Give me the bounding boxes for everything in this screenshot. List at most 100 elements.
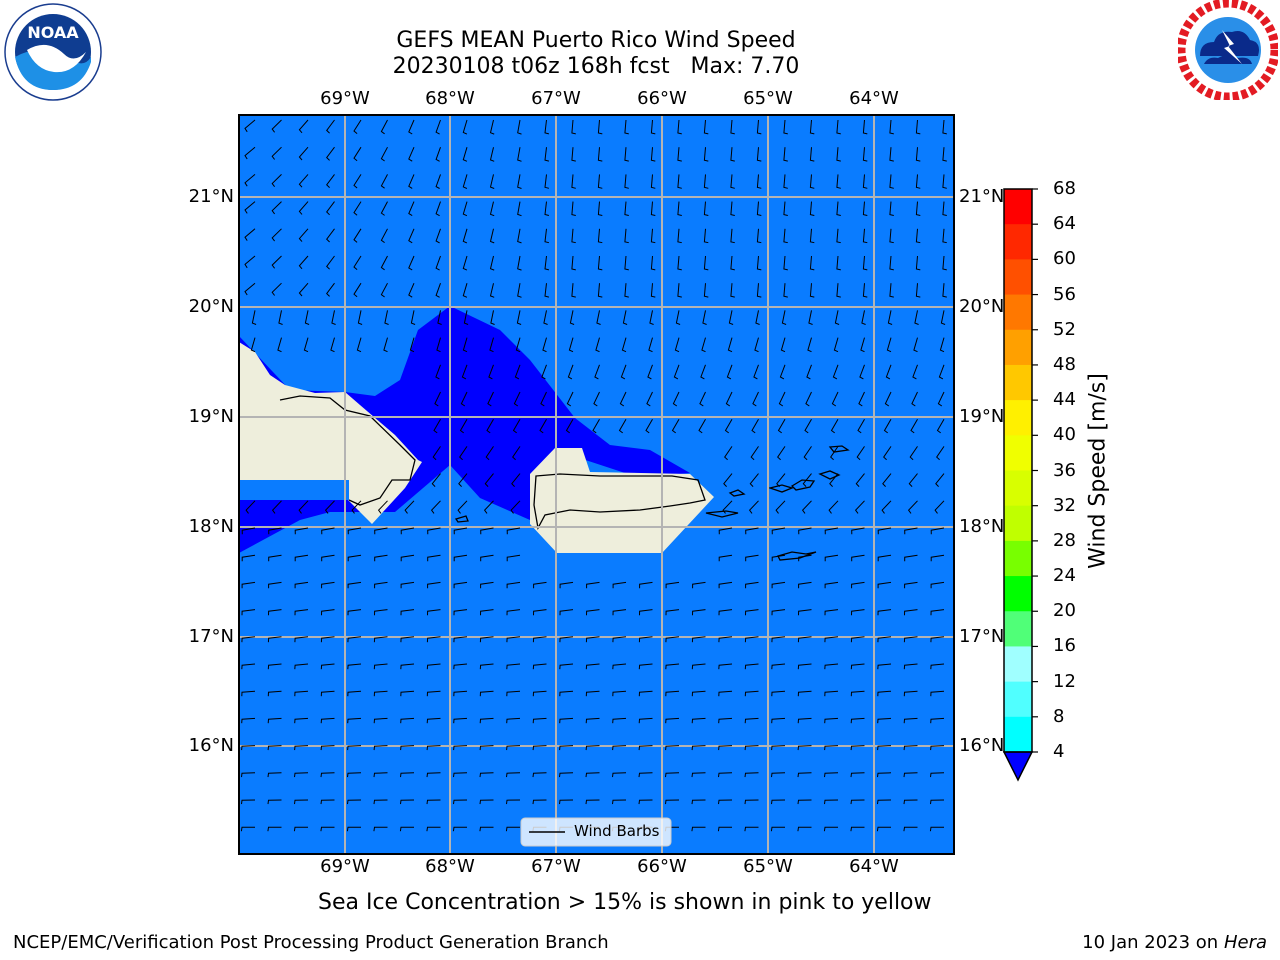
wind-barb [571, 119, 576, 135]
wind-barb [351, 500, 362, 514]
wind-barb [374, 554, 388, 562]
wind-barb [320, 799, 335, 805]
wind-barb [903, 745, 918, 751]
wind-barb [357, 310, 363, 325]
wind-barb [618, 418, 627, 434]
wind-barb [320, 772, 335, 778]
wind-barb [877, 745, 892, 751]
wind-barb [294, 799, 309, 805]
colorbar-swatch [1004, 646, 1032, 683]
wind-barb [510, 500, 521, 514]
wind-barb [404, 500, 415, 514]
wind-barb [321, 609, 335, 616]
wind-barb [942, 201, 947, 216]
wind-barb [883, 418, 892, 434]
wind-barb [353, 174, 362, 189]
wind-barb [620, 364, 627, 380]
wind-barb [597, 228, 603, 244]
wind-barb [797, 826, 812, 832]
wind-barb [427, 609, 441, 616]
wind-barb [479, 745, 494, 751]
wind-barb [426, 826, 441, 832]
wind-barb [533, 609, 547, 616]
wind-barb [347, 527, 362, 535]
wind-barb [293, 826, 308, 832]
wind-barb [701, 337, 706, 353]
wind-barb [408, 174, 415, 189]
wind-barb [506, 581, 521, 589]
wind-barb [489, 337, 494, 353]
wind-barb [832, 364, 839, 380]
wind-barb [754, 337, 759, 353]
wind-barb [881, 500, 892, 514]
colorbar-swatch [1004, 435, 1032, 471]
wind-barb [400, 554, 415, 562]
wind-barb [585, 663, 600, 670]
wind-barb [889, 228, 894, 244]
wind-barb [672, 391, 680, 407]
wind-barb [725, 391, 733, 407]
wind-barb [427, 554, 441, 562]
wind-barb [559, 663, 574, 670]
wind-barb [744, 745, 759, 751]
wind-barb [539, 418, 547, 434]
wind-barb [942, 147, 947, 162]
wind-barb [453, 663, 468, 670]
colorbar-tick-label: 44 [1053, 389, 1076, 411]
lat-tick-label-left: 19°N [188, 406, 234, 427]
wind-barb [612, 745, 627, 751]
wind-barb [356, 337, 362, 353]
wind-barb [374, 581, 388, 589]
wind-barb [665, 636, 680, 643]
wind-barb [353, 255, 362, 270]
wind-barb [752, 391, 759, 407]
wind-barb [718, 690, 733, 697]
wind-barb [586, 581, 600, 589]
wind-barb [783, 255, 788, 271]
wind-barb [277, 337, 282, 353]
wind-barb [304, 310, 310, 325]
wind-barb [803, 446, 812, 461]
wind-barb [347, 772, 362, 778]
wind-barb [665, 609, 680, 616]
lon-tick-label-top: 67°W [531, 88, 581, 109]
wind-barb [559, 772, 574, 778]
wind-barb [400, 527, 415, 535]
wind-barb [294, 717, 309, 724]
wind-barb [585, 690, 600, 697]
wind-barb [745, 527, 759, 535]
wind-barb [457, 500, 468, 514]
wind-barb [883, 446, 892, 461]
colorbar-tick-label: 8 [1053, 705, 1065, 727]
wind-barb [915, 119, 921, 135]
wind-barb [728, 310, 734, 325]
wind-barb [942, 255, 947, 271]
wind-barb [912, 364, 918, 380]
wind-barb [855, 473, 865, 487]
wind-barb [544, 147, 550, 162]
wind-barb [718, 745, 733, 751]
wind-barb [935, 473, 945, 487]
wind-barb [665, 663, 680, 670]
wind-barb [771, 581, 786, 589]
colorbar-tick-label: 36 [1053, 459, 1076, 481]
wind-barb [373, 636, 388, 643]
wind-barb [400, 745, 415, 751]
colorbar-tick-label: 20 [1053, 600, 1076, 622]
wind-barb [771, 799, 786, 805]
wind-barb [268, 609, 282, 616]
wind-barb [400, 609, 415, 616]
wind-barb [638, 799, 653, 805]
wind-barb [353, 201, 362, 216]
wind-barb [877, 772, 892, 778]
wind-barb [851, 581, 865, 589]
wind-barb [380, 174, 388, 189]
sea-ice-note-text: Sea Ice Concentration > 15% is shown in … [318, 890, 932, 915]
chart-title-line2: 20230108 t06z 168h fcst Max: 7.70 [392, 54, 800, 79]
colorbar-swatch [1004, 189, 1032, 225]
wind-barb [860, 337, 865, 353]
wind-barb [489, 255, 495, 271]
wind-barb [426, 663, 441, 670]
wind-barb [435, 255, 441, 271]
wind-barb [612, 772, 627, 778]
